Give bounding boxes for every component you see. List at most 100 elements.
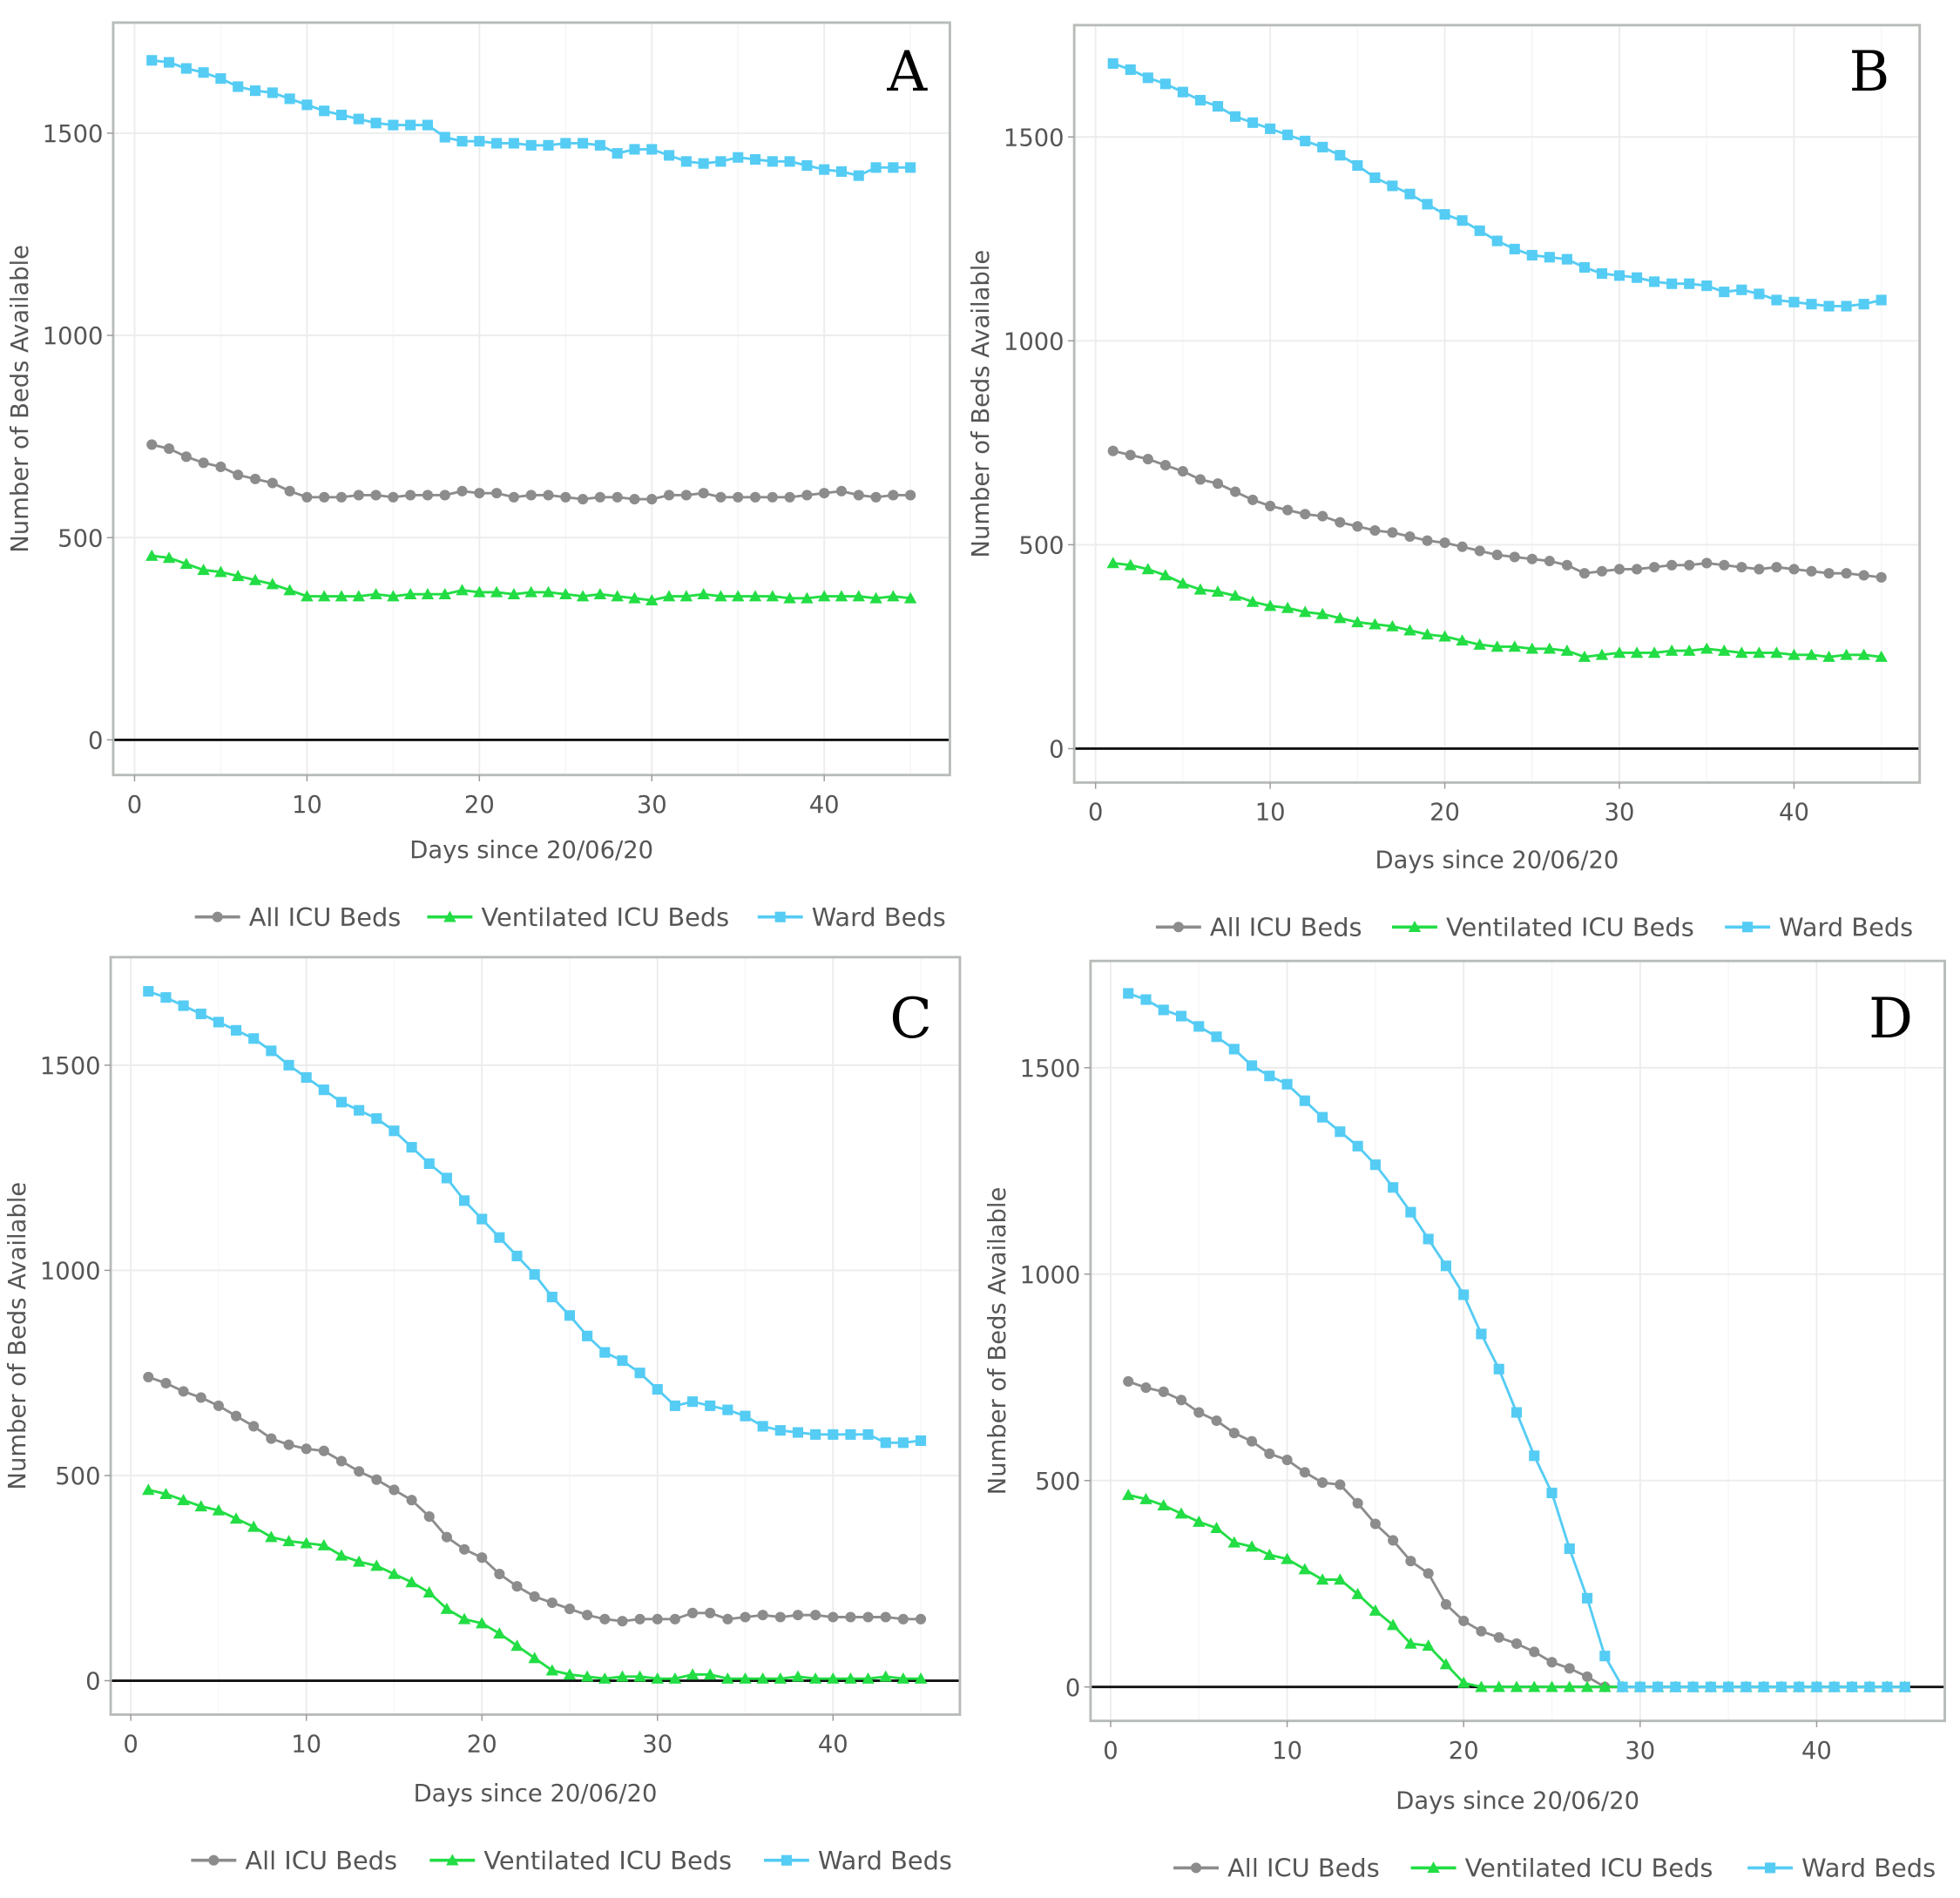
data-point [1794,1681,1805,1692]
data-point [319,491,330,503]
data-point [1300,509,1311,520]
data-point [784,491,795,503]
data-point [1369,1518,1381,1530]
data-point [582,1610,593,1621]
data-point [543,490,554,501]
data-point [1564,1663,1575,1674]
data-point [510,1639,524,1651]
data-point [423,1511,435,1523]
data-point [599,1347,611,1358]
y-axis-title: Number of Beds Available [984,1187,1011,1496]
data-point [194,1500,207,1512]
plot-background [1074,24,1920,783]
data-point [594,139,605,151]
data-point [810,1610,821,1621]
data-point [1388,1182,1399,1193]
data-point [1212,478,1224,490]
data-point [1125,64,1136,75]
data-point [897,1613,909,1624]
data-point [528,1651,541,1664]
data-point [1510,1680,1524,1692]
data-point [835,485,848,496]
data-point [300,1537,313,1549]
data-point [1493,1631,1504,1643]
data-point [422,1586,436,1598]
data-point [265,1530,278,1543]
data-point [880,1437,891,1449]
data-point [669,1613,680,1624]
data-point [1490,640,1504,652]
data-point [1632,272,1643,283]
data-point [195,1008,206,1020]
data-point [1613,270,1625,281]
data-point [164,443,175,455]
data-point [1719,559,1730,571]
data-point [774,1425,786,1436]
data-point [231,1410,242,1422]
data-point [1612,646,1626,659]
data-point [915,1613,927,1624]
x-tick-label: 20 [1449,1738,1479,1765]
data-point [580,1670,594,1682]
data-point [335,491,348,503]
data-point [335,1549,348,1561]
data-point [1335,150,1346,161]
data-point [405,1576,418,1588]
data-point [1526,553,1538,564]
x-tick-label: 20 [467,1732,497,1759]
y-tick-label: 1000 [1004,328,1064,355]
series-ventilated-icu-beds [145,549,917,605]
data-point [159,1487,172,1499]
data-point [845,1429,856,1440]
data-point [634,1368,645,1379]
legend-label: All ICU Beds [1227,1853,1380,1882]
data-point [862,1429,874,1440]
data-point [1546,1657,1558,1668]
data-point [284,485,295,496]
data-point [646,494,658,505]
data-point [1456,215,1468,226]
data-point [628,591,641,604]
data-point [1174,1507,1188,1519]
data-point [1210,1522,1223,1534]
series-all-icu-beds [143,1371,927,1627]
data-point [612,148,623,159]
data-point [835,590,848,602]
data-point [767,491,778,503]
data-point [1388,1535,1399,1546]
data-point [1473,638,1486,650]
legend-item: All ICU Beds [191,1846,397,1875]
data-point [1544,556,1555,567]
data-point [441,1531,452,1543]
data-point [476,1617,489,1629]
panel-border [1089,959,1946,1723]
data-point [869,591,882,604]
data-point [177,1494,190,1506]
legend-marker [1408,921,1422,933]
data-point [1247,494,1259,505]
data-point [564,1604,576,1615]
data-point [529,1269,540,1280]
data-point [423,1158,435,1170]
plot-background [1090,961,1945,1721]
data-point [405,490,416,501]
data-point [792,1610,804,1621]
data-point [560,138,571,149]
data-point [1684,559,1695,571]
data-point [1315,1573,1329,1585]
panel-border [109,956,962,1716]
legend-item: All ICU Beds [194,902,401,932]
chart-panel-c: 0 10 20 30 40 0 500 1000 1500 Days since 20/06/20… [4,956,962,1875]
data-point [808,1672,822,1684]
data-point [1440,1260,1452,1272]
data-point [146,439,158,450]
series-ward-beds [1123,988,1910,1692]
data-point [852,590,865,602]
data-point [1875,650,1888,662]
data-point [1282,504,1294,516]
data-point [508,491,519,503]
legend-marker [1427,1861,1440,1874]
data-point [897,1437,909,1449]
data-point [1107,445,1119,456]
